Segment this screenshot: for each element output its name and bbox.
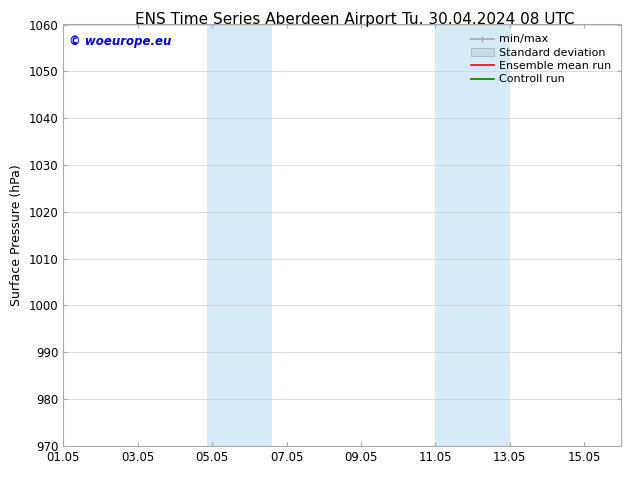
Text: © woeurope.eu: © woeurope.eu <box>69 35 171 48</box>
Legend: min/max, Standard deviation, Ensemble mean run, Controll run: min/max, Standard deviation, Ensemble me… <box>467 30 616 89</box>
Text: ENS Time Series Aberdeen Airport: ENS Time Series Aberdeen Airport <box>136 12 397 27</box>
Bar <box>207 24 272 446</box>
Y-axis label: Surface Pressure (hPa): Surface Pressure (hPa) <box>10 164 23 306</box>
Bar <box>436 24 510 446</box>
Text: Tu. 30.04.2024 08 UTC: Tu. 30.04.2024 08 UTC <box>402 12 574 27</box>
